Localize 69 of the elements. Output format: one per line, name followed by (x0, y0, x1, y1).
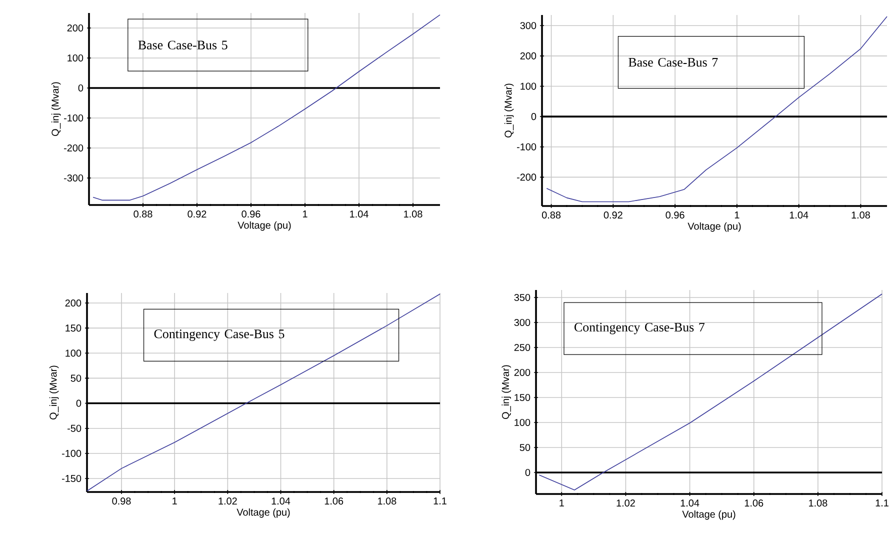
text: Contingency Case-Bus 5 (154, 330, 284, 341)
line-series (546, 16, 888, 202)
y-tick-label: 200 (65, 300, 82, 307)
x-tick-label: 1.08 (809, 500, 828, 507)
y-tick-label: 50 (70, 374, 82, 382)
y-tick-label: -150 (62, 474, 82, 482)
x-tick-label: 1.08 (404, 210, 422, 218)
y-tick-label: 150 (66, 324, 82, 332)
y-tick-label: 200 (67, 24, 84, 32)
y-tick-label: 350 (514, 294, 530, 302)
x-tick-label: 0.88 (134, 210, 152, 218)
x-axis-title: Voltage (pu) (238, 221, 291, 231)
y-tick-label: 250 (514, 344, 530, 352)
x-tick-label: 1.06 (744, 500, 764, 507)
y-tick-label: -300 (64, 174, 84, 182)
x-tick-label: 0.88 (542, 212, 561, 219)
x-tick-label: 1.04 (790, 212, 808, 219)
y-tick-label: 300 (514, 318, 530, 326)
x-axis-title: Voltage (pu) (688, 222, 741, 232)
x-axis-title: Voltage (pu) (682, 510, 736, 520)
x-tick-label: 0.96 (666, 212, 684, 219)
y-tick-label: 0 (78, 84, 84, 92)
x-tick-label: 1.02 (218, 498, 237, 505)
text: Contingency Case-Bus 7 (574, 322, 705, 334)
x-tick-label: 1.08 (852, 212, 870, 219)
y-tick-label: -50 (68, 424, 82, 432)
line-series (86, 294, 440, 492)
line-series (538, 294, 882, 490)
y-axis-title: Q_inj (Mvar) (502, 365, 512, 419)
x-tick-label: 0.92 (604, 212, 622, 219)
y-tick-label: 0 (76, 400, 82, 407)
x-tick-label: 1 (560, 500, 564, 506)
y-tick-label: -100 (516, 143, 536, 150)
x-tick-label: 1 (734, 212, 740, 218)
y-tick-label: -200 (64, 144, 84, 152)
text: Base Case-Bus 5 (138, 40, 228, 50)
line-series (92, 14, 440, 201)
y-tick-label: 300 (520, 22, 536, 30)
y-tick-label: -200 (516, 174, 536, 181)
y-tick-label: 100 (66, 350, 82, 357)
y-tick-label: -100 (64, 114, 84, 122)
x-tick-label: 0.92 (188, 210, 206, 218)
y-axis-title: Q_inj (Mvar) (49, 366, 59, 420)
x-tick-label: 1.1 (434, 498, 446, 504)
x-axis-title: Voltage (pu) (236, 508, 290, 518)
y-tick-label: 100 (68, 54, 84, 62)
x-tick-label: 1.08 (378, 498, 396, 505)
y-tick-label: 0 (525, 468, 530, 476)
y-tick-label: 100 (520, 82, 536, 90)
y-tick-label: -100 (62, 450, 82, 457)
x-tick-label: 1 (172, 498, 177, 504)
x-tick-label: 1.04 (272, 498, 290, 505)
y-tick-label: 0 (531, 113, 536, 120)
y-tick-label: 150 (514, 394, 530, 402)
x-tick-label: 1 (302, 210, 308, 218)
x-tick-label: 0.98 (112, 498, 131, 505)
y-tick-label: 50 (520, 444, 530, 452)
y-axis-title: Q_inj (Mvar) (51, 82, 61, 136)
y-axis-title: Q_inj (Mvar) (504, 84, 514, 138)
x-tick-label: 1.04 (350, 210, 368, 218)
text: Base Case-Bus 7 (628, 58, 718, 67)
y-tick-label: 100 (514, 418, 530, 426)
y-tick-label: 200 (520, 52, 536, 60)
y-tick-label: 200 (514, 368, 530, 376)
x-tick-label: 1.02 (616, 500, 635, 507)
x-tick-label: 1.1 (876, 500, 888, 506)
x-tick-label: 1.06 (324, 498, 344, 505)
x-tick-label: 0.96 (242, 210, 260, 218)
x-tick-label: 1.04 (680, 500, 700, 507)
